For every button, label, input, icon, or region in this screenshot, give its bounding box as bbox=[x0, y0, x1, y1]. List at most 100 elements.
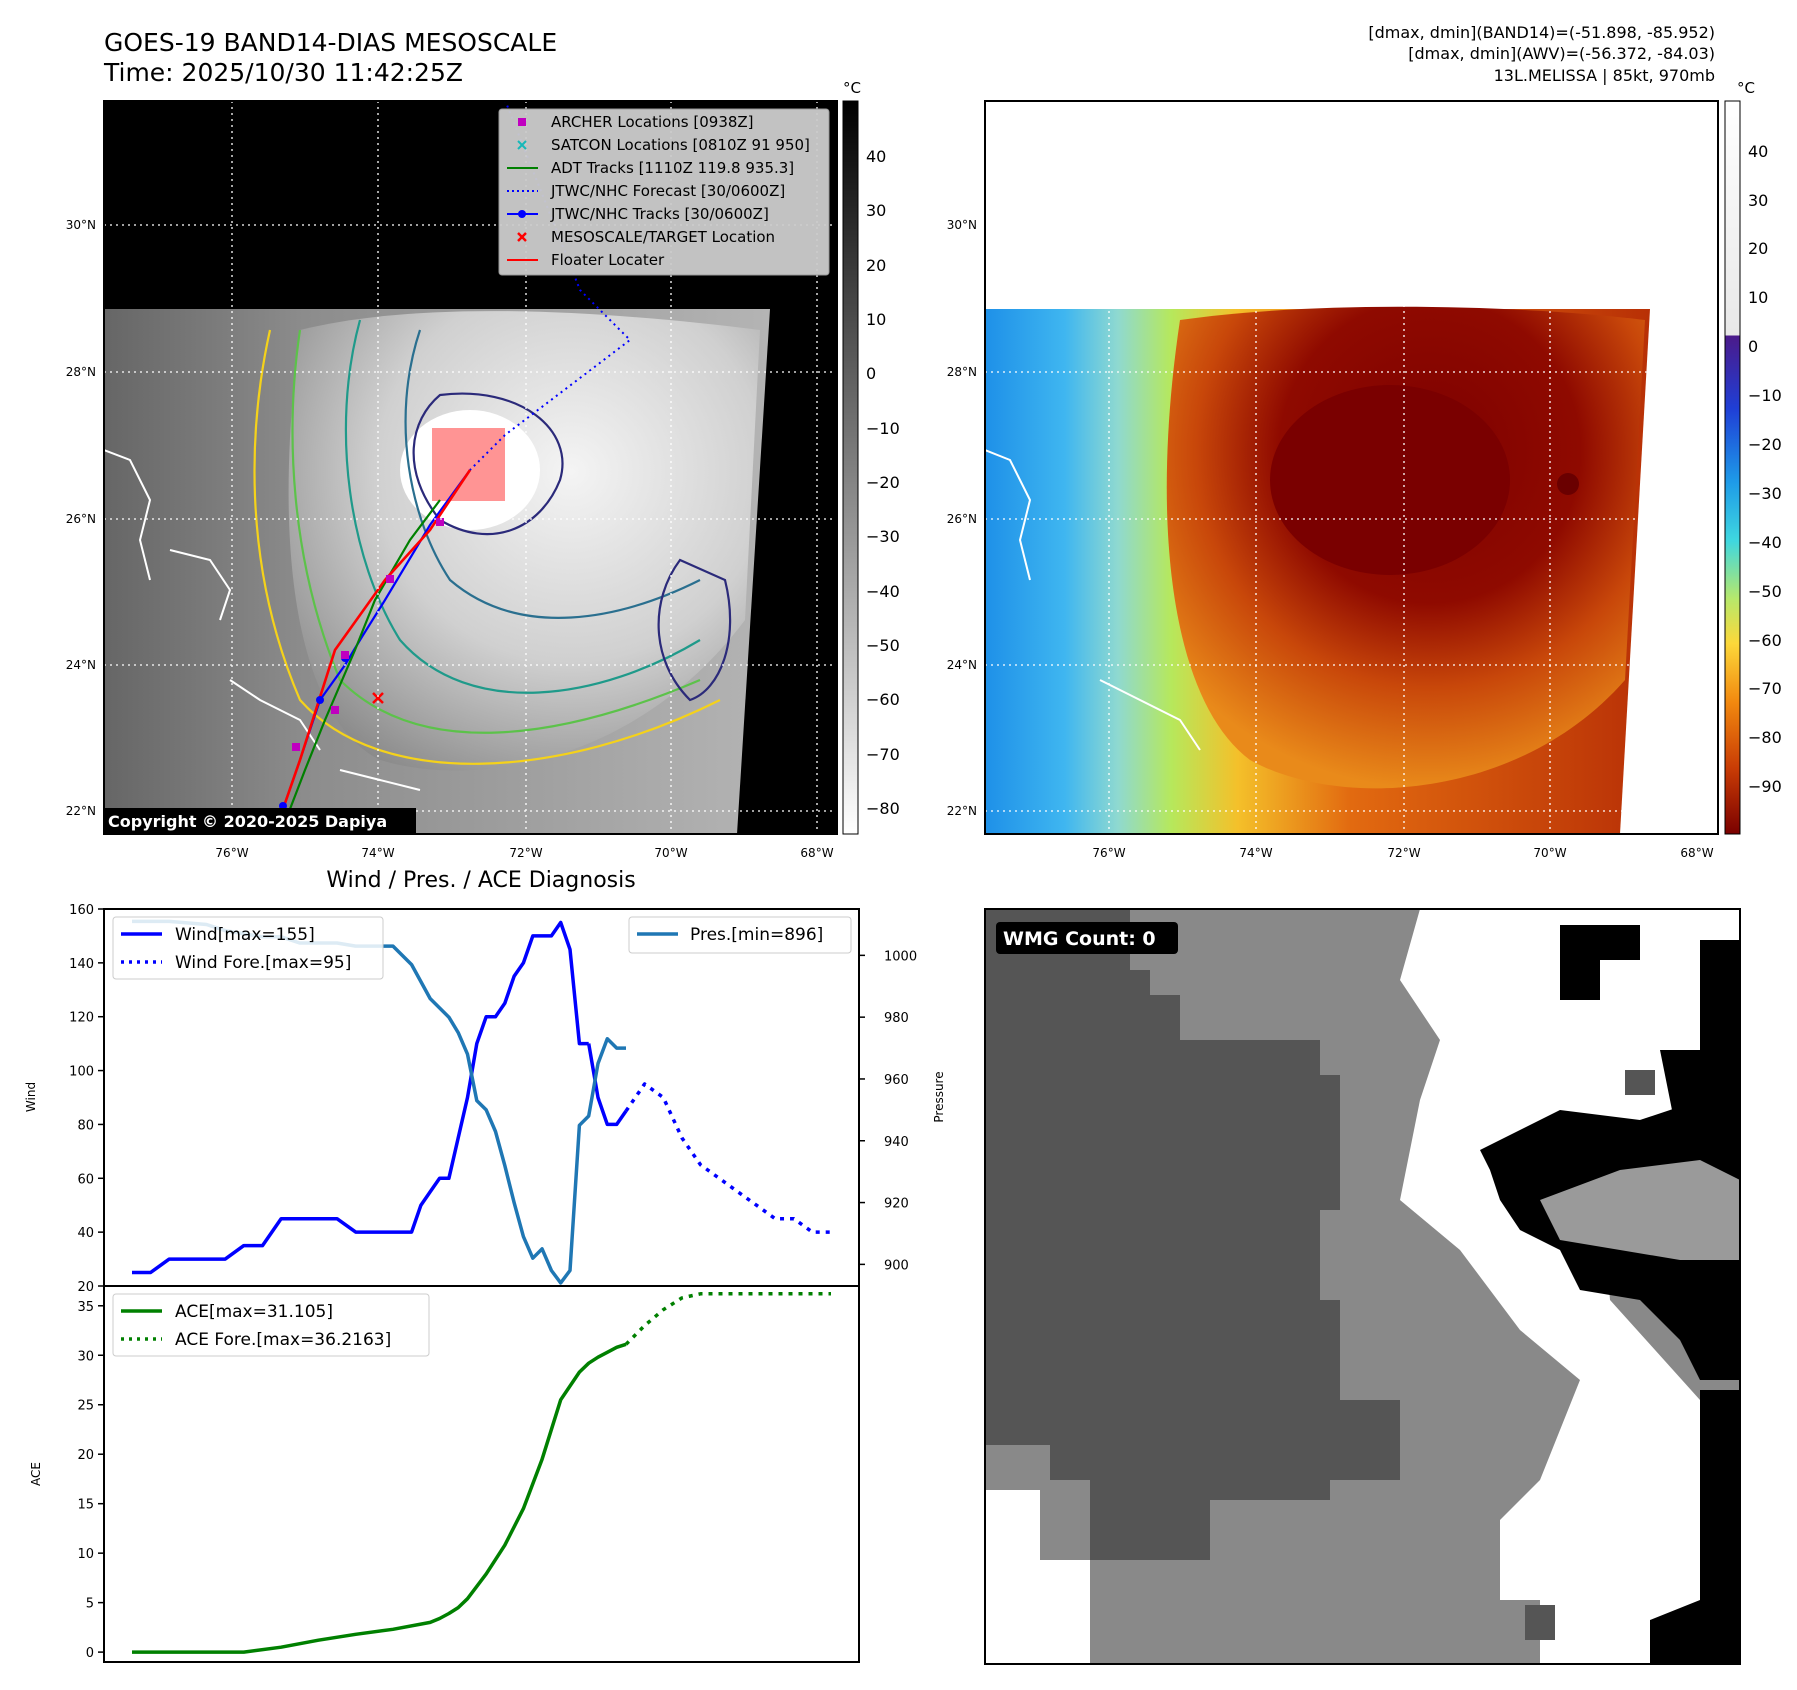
archer-point bbox=[386, 575, 394, 583]
awv-lat-label: 22°N bbox=[947, 804, 977, 818]
ytick-label: 100 bbox=[69, 1065, 94, 1080]
gray-colorbar-tick: 30 bbox=[866, 201, 886, 220]
color-colorbar-tick: 10 bbox=[1748, 288, 1768, 307]
wmg-white-region bbox=[985, 1490, 1090, 1664]
ytick-label: 20 bbox=[77, 1280, 94, 1295]
ytick-label-right: 980 bbox=[884, 1011, 909, 1026]
awv-coastline bbox=[1099, 679, 1201, 751]
figure-title: GOES-19 BAND14-DIAS MESOSCALE bbox=[104, 28, 557, 57]
color-colorbar bbox=[1724, 100, 1741, 835]
wmg-gray-region bbox=[1540, 1160, 1740, 1260]
awv-map-panel: 30°N 28°N 26°N 24°N 22°N 76°W 74°W 72°W … bbox=[947, 79, 1782, 860]
band14-stats: [dmax, dmin](BAND14)=(-51.898, -85.952) bbox=[1368, 23, 1715, 42]
awv-lon-label: 72°W bbox=[1387, 846, 1420, 860]
awv-cold-spot bbox=[1557, 473, 1579, 495]
awv-core bbox=[1270, 385, 1510, 575]
gray-colorbar-tick: −60 bbox=[866, 690, 900, 709]
ytick-label-right: 900 bbox=[884, 1258, 909, 1273]
legend-target-marker bbox=[517, 232, 527, 242]
awv-graticule bbox=[985, 101, 1718, 834]
gray-colorbar-tick: 40 bbox=[866, 147, 886, 166]
archer-point bbox=[292, 743, 300, 751]
color-colorbar-tick: −20 bbox=[1748, 435, 1782, 454]
gray-colorbar-tick: 10 bbox=[866, 310, 886, 329]
lat-label: 24°N bbox=[66, 658, 96, 672]
gray-colorbar-tick: −20 bbox=[866, 473, 900, 492]
coastline bbox=[339, 769, 421, 791]
figure-time: Time: 2025/10/30 11:42:25Z bbox=[103, 58, 463, 87]
ytick-label: 15 bbox=[77, 1498, 94, 1513]
ace-axis-label: ACE bbox=[29, 1462, 43, 1486]
lon-label: 72°W bbox=[509, 846, 542, 860]
ytick-label: 40 bbox=[77, 1226, 94, 1241]
pressure-legend: Pres.[min=896] bbox=[628, 916, 852, 954]
awv-lat-label: 30°N bbox=[947, 218, 977, 232]
contour-teal bbox=[344, 319, 701, 694]
wmg-frame bbox=[984, 908, 1741, 1665]
color-colorbar-tick: −40 bbox=[1748, 533, 1782, 552]
legend-wind-fore-label: Wind Fore.[max=95] bbox=[175, 953, 351, 973]
lon-label: 74°W bbox=[361, 846, 394, 860]
color-colorbar-tick: 30 bbox=[1748, 191, 1768, 210]
wmg-black-region bbox=[1650, 1390, 1740, 1664]
wmg-dark-region bbox=[985, 909, 1400, 1560]
color-colorbar-tick: 40 bbox=[1748, 142, 1768, 161]
awv-map-frame bbox=[984, 100, 1719, 835]
awv-lat-label: 26°N bbox=[947, 512, 977, 526]
coastline bbox=[104, 449, 152, 581]
gray-colorbar-tick: −30 bbox=[866, 527, 900, 546]
ytick-label: 20 bbox=[77, 1448, 94, 1463]
lon-label: 70°W bbox=[654, 846, 687, 860]
ytick-label: 140 bbox=[69, 957, 94, 972]
diagnosis-title: Wind / Pres. / ACE Diagnosis bbox=[326, 868, 635, 893]
ytick-label: 5 bbox=[86, 1597, 94, 1612]
ace-yticks: 35 30 25 20 15 10 5 0 bbox=[77, 1300, 104, 1661]
wmg-count-label: WMG Count: 0 bbox=[1003, 928, 1156, 950]
ytick-label: 30 bbox=[77, 1349, 94, 1364]
copyright-text: Copyright © 2020-2025 Dapiya bbox=[108, 812, 387, 831]
ytick-label-right: 1000 bbox=[884, 949, 917, 964]
map-frame bbox=[103, 100, 838, 835]
lat-label: 22°N bbox=[66, 804, 96, 818]
legend-target: MESOSCALE/TARGET Location bbox=[551, 228, 775, 246]
lon-label: 68°W bbox=[800, 846, 833, 860]
wmg-count-badge bbox=[996, 922, 1178, 954]
ace-plot-lines bbox=[132, 1292, 831, 1654]
copyright-box bbox=[104, 808, 416, 834]
series-line-2 bbox=[624, 1082, 831, 1234]
series-line-0 bbox=[132, 1342, 627, 1654]
legend-satcon-marker bbox=[517, 140, 527, 150]
color-colorbar-unit: °C bbox=[1737, 79, 1755, 97]
gray-colorbar-tick: 0 bbox=[866, 364, 876, 383]
color-colorbar-tick: −50 bbox=[1748, 582, 1782, 601]
color-colorbar-tick: 0 bbox=[1748, 337, 1758, 356]
wmg-panel: WMG Count: 0 bbox=[984, 908, 1741, 1665]
legend-wind-label: Wind[max=155] bbox=[175, 925, 315, 945]
floater-box bbox=[432, 428, 505, 501]
color-colorbar-tick: −70 bbox=[1748, 679, 1782, 698]
legend-pressure-label: Pres.[min=896] bbox=[690, 925, 823, 945]
wind-yticks: 160 140 120 100 80 60 40 20 bbox=[69, 903, 104, 1295]
awv-lat-label: 28°N bbox=[947, 365, 977, 379]
archer-point bbox=[341, 651, 349, 659]
wmg-white-region bbox=[1400, 909, 1740, 1664]
track-legend: ARCHER Locations [0938Z] SATCON Location… bbox=[498, 108, 830, 276]
legend-ace-fore-label: ACE Fore.[max=36.2163] bbox=[175, 1330, 391, 1350]
gray-colorbar-tick: −80 bbox=[866, 799, 900, 818]
series-line-0 bbox=[132, 920, 589, 1275]
wind-axis-label: Wind bbox=[24, 1082, 38, 1112]
ytick-label: 80 bbox=[77, 1118, 94, 1133]
gray-colorbar-tick: −40 bbox=[866, 582, 900, 601]
wind-legend: Wind[max=155] Wind Fore.[max=95] bbox=[112, 916, 384, 980]
lat-label: 26°N bbox=[66, 512, 96, 526]
wmg-black-region bbox=[1560, 925, 1740, 1150]
lon-label: 76°W bbox=[215, 846, 248, 860]
gray-colorbar-tick: −70 bbox=[866, 745, 900, 764]
ytick-label: 120 bbox=[69, 1011, 94, 1026]
archer-point bbox=[436, 518, 444, 526]
awv-lon-label: 76°W bbox=[1092, 846, 1125, 860]
legend-ace-label: ACE[max=31.105] bbox=[175, 1302, 333, 1322]
adt-track bbox=[288, 499, 441, 810]
awv-stats: [dmax, dmin](AWV)=(-56.372, -84.03) bbox=[1408, 44, 1715, 63]
